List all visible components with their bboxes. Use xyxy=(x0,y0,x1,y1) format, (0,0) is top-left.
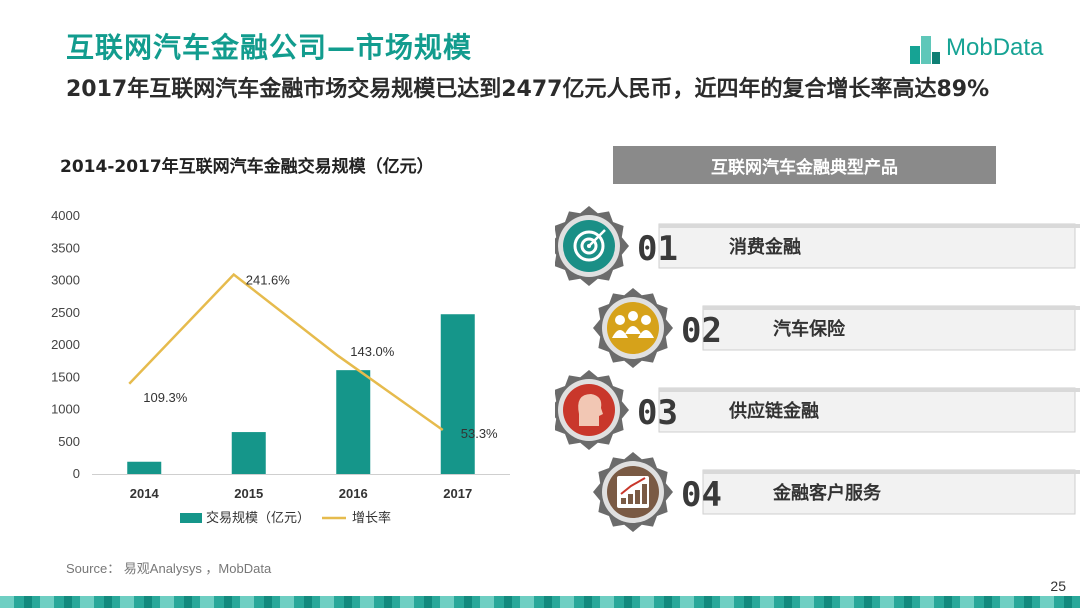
target-icon xyxy=(573,229,606,262)
product-label: 消费金融 xyxy=(729,236,801,258)
transaction-scale-chart: 0 500 1000 1500 2000 2500 3000 3500 4000 2014 2015… xyxy=(51,208,510,526)
y-tick-label: 3000 xyxy=(51,273,80,288)
y-tick-label: 0 xyxy=(73,466,80,481)
product-label: 金融客户服务 xyxy=(772,482,882,504)
mobdata-logo-icon xyxy=(910,36,940,64)
product-label-bar xyxy=(702,305,1076,351)
y-tick-label: 2000 xyxy=(51,337,80,352)
y-tick-label: 500 xyxy=(58,434,80,449)
product-label: 供应链金融 xyxy=(728,400,819,422)
y-tick-label: 2500 xyxy=(51,305,80,320)
products-list: 01 消费金融 02 汽车保险 03 供应链金融 04 金融客户服务 xyxy=(555,206,1080,532)
x-tick-label: 2014 xyxy=(130,486,160,501)
product-number: 04 xyxy=(681,475,722,515)
growth-rate-label: 53.3% xyxy=(461,426,498,441)
mobdata-logo: MobData xyxy=(908,32,1068,72)
page-number: 25 xyxy=(1050,578,1066,594)
bar-2017 xyxy=(440,314,475,474)
people-group-icon xyxy=(612,311,654,338)
growth-rate-label: 109.3% xyxy=(143,390,188,405)
product-item-02: 02 汽车保险 xyxy=(593,288,1080,368)
legend-line-label: 增长率 xyxy=(352,510,391,526)
products-header: 互联网汽车金融典型产品 xyxy=(613,146,996,184)
x-tick-label: 2017 xyxy=(443,486,472,501)
bar-2015 xyxy=(231,432,266,474)
product-item-03: 03 供应链金融 xyxy=(555,370,1080,450)
x-tick-label: 2016 xyxy=(339,486,368,501)
growth-rate-label: 241.6% xyxy=(246,273,291,288)
product-label-bar xyxy=(702,469,1076,515)
source-note: Source： 易观Analysys ，MobData xyxy=(66,561,272,576)
bar-2016 xyxy=(336,370,371,474)
product-number: 02 xyxy=(681,311,722,351)
product-item-04: 04 金融客户服务 xyxy=(593,452,1080,532)
subtitle: 2017年互联网汽车金融市场交易规模已达到2477亿元人民币，近四年的复合增长率… xyxy=(66,77,990,102)
growth-chart-icon xyxy=(617,476,649,508)
product-number: 01 xyxy=(637,229,678,269)
product-label-bar xyxy=(658,223,1076,269)
footer-stripe xyxy=(0,596,1080,608)
product-number: 03 xyxy=(637,393,678,433)
person-head-icon xyxy=(578,394,603,426)
product-label-bar xyxy=(658,387,1076,433)
product-label: 汽车保险 xyxy=(773,318,846,340)
x-tick-label: 2015 xyxy=(234,486,263,501)
growth-rate-label: 143.0% xyxy=(350,344,395,359)
logo-text: MobData xyxy=(946,34,1044,61)
chart-title: 2014-2017年互联网汽车金融交易规模（亿元） xyxy=(60,157,434,177)
bar-2014 xyxy=(127,461,162,474)
product-item-01: 01 消费金融 xyxy=(555,206,1080,286)
y-tick-label: 3500 xyxy=(51,240,80,255)
y-tick-label: 1000 xyxy=(51,402,80,417)
legend-bar-swatch xyxy=(180,513,202,523)
legend-bar-label: 交易规模（亿元） xyxy=(206,510,310,526)
y-tick-label: 4000 xyxy=(51,208,80,223)
growth-rate-line xyxy=(128,272,444,432)
page-title: 互联网汽车金融公司—市场规模 xyxy=(66,31,473,64)
y-tick-label: 1500 xyxy=(51,369,80,384)
